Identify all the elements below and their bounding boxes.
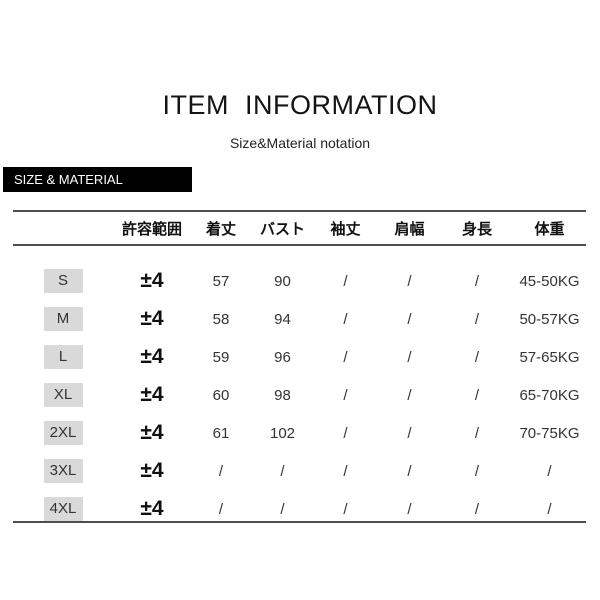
value-cell: 60 <box>212 386 230 404</box>
table-row: XL ±4 60 98 / / / 65-70KG <box>13 376 586 414</box>
value-cell: / <box>474 386 480 404</box>
tolerance-cell: ±4 <box>140 345 164 368</box>
value-cell: 57 <box>212 272 230 290</box>
table-row: S ±4 57 90 / / / 45-50KG <box>13 262 586 300</box>
table-row: 2XL ±4 61 102 / / / 70-75KG <box>13 414 586 452</box>
value-cell: 70-75KG <box>519 424 580 442</box>
size-badge: S <box>43 269 83 293</box>
column-header-weight: 体重 <box>534 220 565 238</box>
value-cell: 102 <box>269 424 296 442</box>
value-cell: / <box>407 500 412 518</box>
value-cell: 90 <box>274 272 291 290</box>
table-rule-bottom <box>13 521 586 523</box>
size-badge: 2XL <box>43 421 83 445</box>
column-header-height: 身長 <box>461 220 492 238</box>
value-cell: / <box>343 424 348 442</box>
tolerance-cell: ±4 <box>140 307 164 330</box>
value-cell: 45-50KG <box>519 272 580 290</box>
value-cell: 94 <box>274 310 291 328</box>
column-header-tolerance: 許容範囲 <box>121 220 182 238</box>
value-cell: 57-65KG <box>519 348 580 366</box>
tolerance-cell: ±4 <box>140 497 164 520</box>
value-cell: / <box>407 424 412 442</box>
value-cell: / <box>407 348 412 366</box>
value-cell: / <box>343 462 348 480</box>
value-cell: / <box>343 310 348 328</box>
page-title: ITEM INFORMATION <box>162 90 438 120</box>
section-banner: SIZE & MATERIAL <box>3 167 192 192</box>
value-cell: / <box>407 386 412 404</box>
value-cell: / <box>474 424 480 442</box>
value-cell: / <box>407 272 412 290</box>
size-badge: M <box>43 307 83 331</box>
value-cell: / <box>218 462 224 480</box>
value-cell: 96 <box>274 348 291 366</box>
value-cell: / <box>474 500 480 518</box>
tolerance-cell: ±4 <box>140 269 164 292</box>
value-cell: 58 <box>212 310 230 328</box>
column-header-shoulder: 肩幅 <box>394 220 425 238</box>
value-cell: 50-57KG <box>519 310 580 328</box>
value-cell: / <box>343 500 348 518</box>
value-cell: / <box>343 348 348 366</box>
value-cell: / <box>547 462 552 480</box>
value-cell: / <box>343 386 348 404</box>
value-cell: / <box>407 462 412 480</box>
table-body: S ±4 57 90 / / / 45-50KG M ±4 58 94 / / / 50-57KG L ±4 59 9… <box>13 262 586 528</box>
value-cell: / <box>547 500 552 518</box>
tolerance-cell: ±4 <box>140 421 164 444</box>
size-cell: 4XL <box>13 497 113 521</box>
value-cell: / <box>218 500 224 518</box>
size-cell: L <box>13 345 113 369</box>
value-cell: 65-70KG <box>519 386 580 404</box>
value-cell: / <box>280 462 285 480</box>
table-rule-top <box>13 210 586 212</box>
column-header-length: 着丈 <box>205 220 236 238</box>
value-cell: / <box>474 348 480 366</box>
value-cell: / <box>474 310 480 328</box>
value-cell: / <box>280 500 285 518</box>
table-row: 3XL ±4 / / / / / / <box>13 452 586 490</box>
table-header-row: 許容範囲 着丈 バスト 袖丈 肩幅 身長 体重 <box>13 212 586 244</box>
value-cell: 61 <box>212 424 230 442</box>
table-row: M ±4 58 94 / / / 50-57KG <box>13 300 586 338</box>
tolerance-cell: ±4 <box>140 459 164 482</box>
value-cell: / <box>343 272 348 290</box>
size-badge: 4XL <box>43 497 83 521</box>
value-cell: 98 <box>274 386 291 404</box>
table-row: L ±4 59 96 / / / 57-65KG <box>13 338 586 376</box>
size-badge: XL <box>43 383 83 407</box>
page-subtitle: Size&Material notation <box>229 135 371 151</box>
value-cell: / <box>474 462 480 480</box>
size-cell: 3XL <box>13 459 113 483</box>
size-cell: S <box>13 269 113 293</box>
table-row: 4XL ±4 / / / / / / <box>13 490 586 528</box>
size-badge: 3XL <box>43 459 83 483</box>
table-rule-middle <box>13 244 586 246</box>
value-cell: 59 <box>212 348 230 366</box>
size-cell: XL <box>13 383 113 407</box>
value-cell: / <box>407 310 412 328</box>
value-cell: / <box>474 272 480 290</box>
size-cell: 2XL <box>13 421 113 445</box>
column-header-sleeve: 袖丈 <box>330 220 361 238</box>
size-badge: L <box>43 345 83 369</box>
column-header-bust: バスト <box>259 220 305 238</box>
size-cell: M <box>13 307 113 331</box>
tolerance-cell: ±4 <box>140 383 164 406</box>
